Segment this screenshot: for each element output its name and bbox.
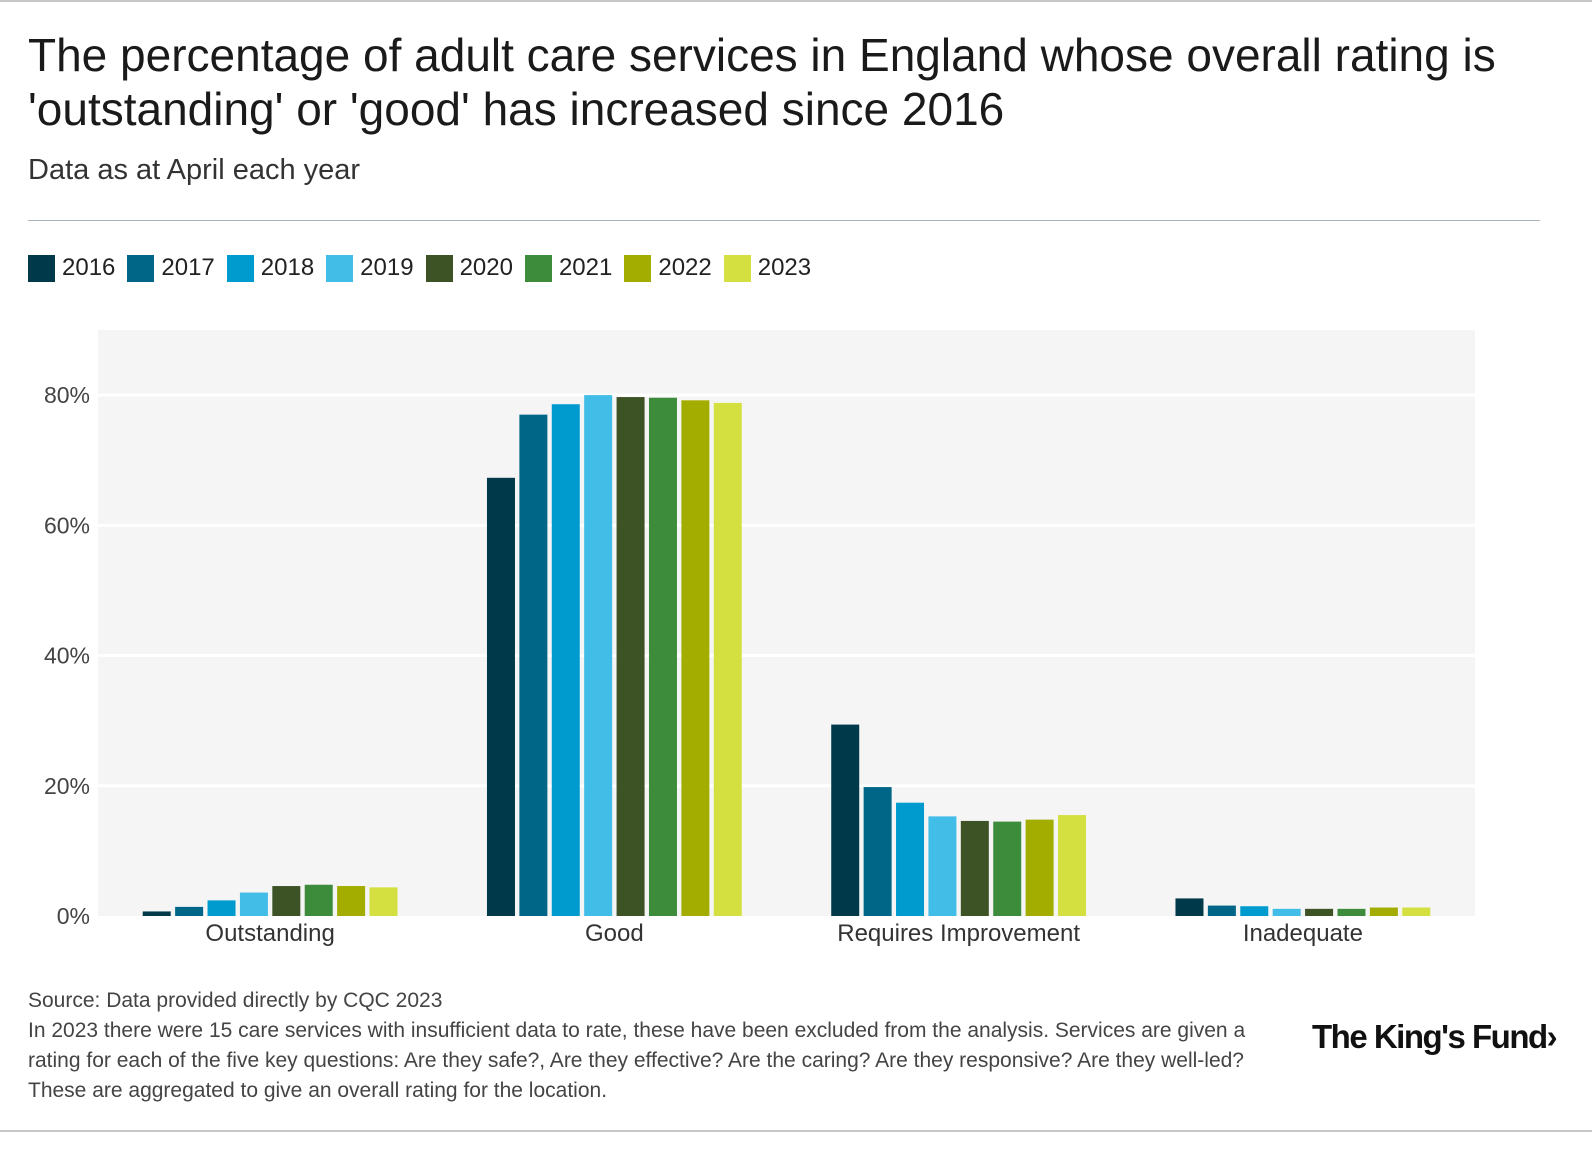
footnote: In 2023 there were 15 care services with…	[28, 1019, 1246, 1102]
legend-label: 2021	[558, 254, 613, 281]
bar-inadequate-2019	[1272, 908, 1301, 916]
bar-inadequate-2020	[1305, 908, 1334, 916]
bar-inadequate-2023	[1402, 907, 1431, 916]
bar-inadequate-2018	[1240, 906, 1269, 916]
legend-label: 2016	[62, 254, 116, 281]
bar-good-2016	[486, 477, 515, 916]
source-note: Source: Data provided directly by CQC 20…	[28, 989, 443, 1012]
legend-swatch	[425, 254, 453, 282]
legend-swatch	[624, 254, 652, 282]
bar-inadequate-2022	[1369, 907, 1398, 916]
bar-requires-improvement-2022	[1025, 819, 1054, 916]
bar-requires-improvement-2023	[1058, 815, 1087, 916]
bar-requires-improvement-2019	[928, 816, 957, 916]
bar-chart: 0% 20% 40% 60% 80% Outstanding Good Requires Im…	[44, 330, 1475, 947]
legend-item-2023: 2023	[723, 254, 812, 282]
bar-requires-improvement-2017	[863, 787, 892, 916]
bar-good-2019	[584, 395, 613, 917]
legend-item-2022: 2022	[624, 254, 712, 282]
bottom-rule	[0, 1130, 1592, 1132]
y-tick-label: 80%	[44, 382, 90, 408]
plot-area	[98, 330, 1475, 916]
legend-item-2016: 2016	[28, 254, 115, 282]
bar-good-2022	[681, 400, 710, 916]
bar-inadequate-2017	[1207, 905, 1236, 916]
bar-outstanding-2020	[272, 886, 301, 916]
x-tick-label: Inadequate	[1243, 920, 1363, 947]
bar-outstanding-2021	[304, 884, 333, 916]
legend-label: 2018	[260, 254, 315, 281]
legend-item-2017: 2017	[127, 254, 215, 282]
x-tick-label: Good	[585, 920, 644, 947]
legend-item-2019: 2019	[326, 254, 414, 282]
bar-outstanding-2018	[207, 900, 236, 916]
legend: 2016 2017 2018 2019 2020 2021 2022 2023	[28, 254, 811, 282]
legend-label: 2023	[757, 254, 812, 281]
header-divider	[28, 220, 1540, 221]
chart-title: The percentage of adult care services in…	[28, 29, 1496, 135]
legend-swatch	[127, 254, 155, 282]
legend-swatch	[28, 254, 55, 282]
x-tick-label: Requires Improvement	[837, 920, 1080, 947]
bar-requires-improvement-2020	[960, 820, 989, 916]
legend-swatch	[326, 254, 354, 282]
bar-inadequate-2021	[1337, 908, 1366, 916]
bar-outstanding-2019	[239, 892, 268, 916]
x-tick-label: Outstanding	[205, 920, 334, 947]
y-tick-label: 60%	[44, 512, 90, 538]
bar-outstanding-2023	[369, 887, 398, 916]
legend-label: 2019	[360, 254, 414, 281]
legend-label: 2022	[658, 254, 712, 281]
bar-outstanding-2016	[142, 911, 171, 916]
bar-good-2021	[648, 397, 677, 916]
legend-item-2020: 2020	[425, 254, 513, 282]
y-tick-label: 20%	[44, 773, 90, 799]
bar-inadequate-2016	[1175, 898, 1204, 916]
top-rule	[0, 0, 1592, 2]
bar-outstanding-2017	[175, 906, 204, 916]
legend-swatch	[723, 254, 751, 282]
y-tick-label: 0%	[57, 903, 90, 929]
bar-outstanding-2022	[337, 886, 366, 916]
bar-good-2020	[616, 397, 645, 916]
bar-requires-improvement-2021	[993, 821, 1022, 916]
bar-requires-improvement-2018	[896, 802, 925, 916]
legend-label: 2017	[161, 254, 215, 281]
bar-good-2023	[713, 402, 742, 916]
legend-swatch	[226, 254, 254, 282]
kings-fund-logo: The King's Fund›	[1312, 1018, 1558, 1055]
legend-item-2021: 2021	[524, 254, 613, 282]
legend-swatch	[524, 254, 552, 282]
y-tick-label: 40%	[44, 643, 90, 669]
chart-subtitle: Data as at April each year	[28, 154, 361, 186]
legend-item-2018: 2018	[226, 254, 315, 282]
bar-good-2017	[519, 414, 548, 916]
bar-good-2018	[551, 404, 580, 916]
bar-requires-improvement-2016	[831, 724, 860, 916]
legend-label: 2020	[459, 254, 513, 281]
